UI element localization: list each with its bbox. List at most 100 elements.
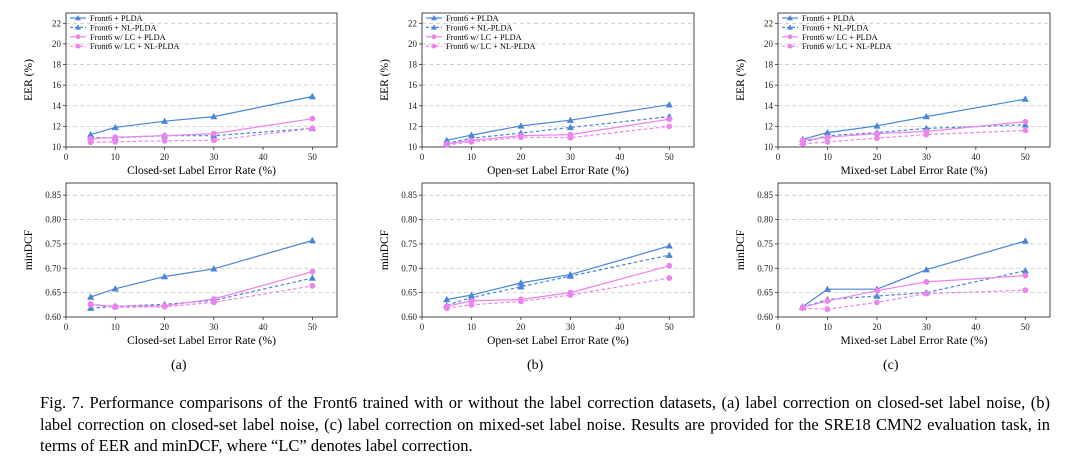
x-axis-label: Open-set Label Error Rate (%) [487,165,629,177]
data-point [922,266,930,273]
data-point [824,134,831,141]
chart-5: 0.60 0.65 0.70 0.75 0.80 0.85 0 10 20 30 40 50 Open-… [379,182,695,347]
y-axis-label: EER (%) [735,59,747,101]
y-tick-label: 0.65 [757,288,773,298]
legend-marker [787,24,793,30]
x-tick-label: 50 [308,322,318,332]
data-point [443,295,451,303]
legend-label: Front6 w/ LC + PLDA [90,33,166,42]
data-point [1022,127,1029,134]
plot-frame [777,182,1051,318]
data-point [1021,267,1029,274]
data-point [518,134,524,141]
data-point [1021,95,1029,102]
plot-frame [65,12,338,148]
series-line [802,270,1026,308]
x-tick-label: 20 [160,322,170,332]
data-point [518,298,524,305]
series-line [802,240,1026,308]
data-point [161,303,168,310]
data-point [666,116,673,123]
x-tick-label: 0 [420,322,425,332]
data-point [923,290,930,297]
data-point [468,301,475,308]
series-3 [443,262,673,310]
x-axis-label: Closed-set Label Error Rate (%) [127,165,276,177]
x-tick-label: 30 [922,152,932,162]
x-tick-label: 40 [615,322,625,332]
data-point [824,306,831,313]
x-tick-label: 10 [467,322,477,332]
plot-frame [421,12,695,148]
data-point [567,134,574,141]
plot-frame [777,12,1051,148]
legend-marker [431,43,437,49]
data-point [210,137,217,144]
series-3 [799,118,1029,144]
x-tick-label: 50 [1021,322,1031,332]
series-line [90,127,313,139]
y-tick-label: 0.70 [401,263,417,273]
y-tick-label: 0.85 [401,190,417,200]
y-tick-label: 10 [408,142,418,152]
series-line [802,98,1026,140]
data-point [517,283,525,290]
x-tick-label: 20 [516,152,526,162]
y-tick-label: 0.60 [45,312,61,322]
data-point [874,299,880,306]
legend-label: Front6 w/ LC + PLDA [446,33,522,42]
y-tick-label: 10 [52,142,62,152]
data-point [161,132,168,139]
data-point [160,117,169,124]
x-axis-label: Mixed-set Label Error Rate (%) [841,335,988,347]
series-line [90,95,313,136]
series-2 [443,251,673,309]
legend-marker [431,15,437,21]
y-tick-label: 0.75 [401,239,417,249]
series-2 [799,267,1029,310]
data-point [666,262,673,269]
y-tick-label: 18 [52,60,62,70]
legend-label: Front6 + PLDA [90,14,143,23]
data-point [567,292,574,298]
y-tick-label: 14 [408,101,418,111]
data-point [799,141,806,147]
y-tick-label: 0.85 [45,190,61,200]
legend-label: Front6 + PLDA [802,14,855,23]
x-axis-label: Open-set Label Error Rate (%) [487,335,629,347]
legend-label: Front6 w/ LC + NL-PLDA [802,42,892,51]
series-4 [443,275,673,312]
y-tick-label: 0.85 [757,190,773,200]
data-point [443,305,450,312]
data-point [468,138,475,145]
data-point [1022,272,1029,279]
x-tick-label: 20 [872,152,882,162]
y-tick-label: 22 [408,18,417,28]
data-point [112,134,119,141]
series-1 [443,101,673,143]
chart-4: 0.60 0.65 0.70 0.75 0.80 0.85 0 10 20 30 40 50 Close… [23,182,338,347]
series-4 [87,282,316,311]
data-point [112,138,119,145]
x-tick-label: 30 [566,152,576,162]
data-point [210,130,217,137]
x-tick-label: 10 [111,152,121,162]
series-4 [799,287,1029,313]
data-point [566,272,574,279]
x-tick-label: 40 [259,152,269,162]
y-tick-label: 0.60 [401,312,417,322]
x-tick-label: 0 [64,322,69,332]
legend-marker [75,43,81,49]
series-line [446,118,670,145]
legend-marker [431,34,437,40]
y-tick-label: 0.80 [401,215,417,225]
series-4 [799,127,1029,147]
data-point [309,282,316,289]
data-point [87,139,94,146]
data-point [443,142,450,148]
y-tick-label: 20 [764,39,774,49]
data-point [1022,118,1029,125]
